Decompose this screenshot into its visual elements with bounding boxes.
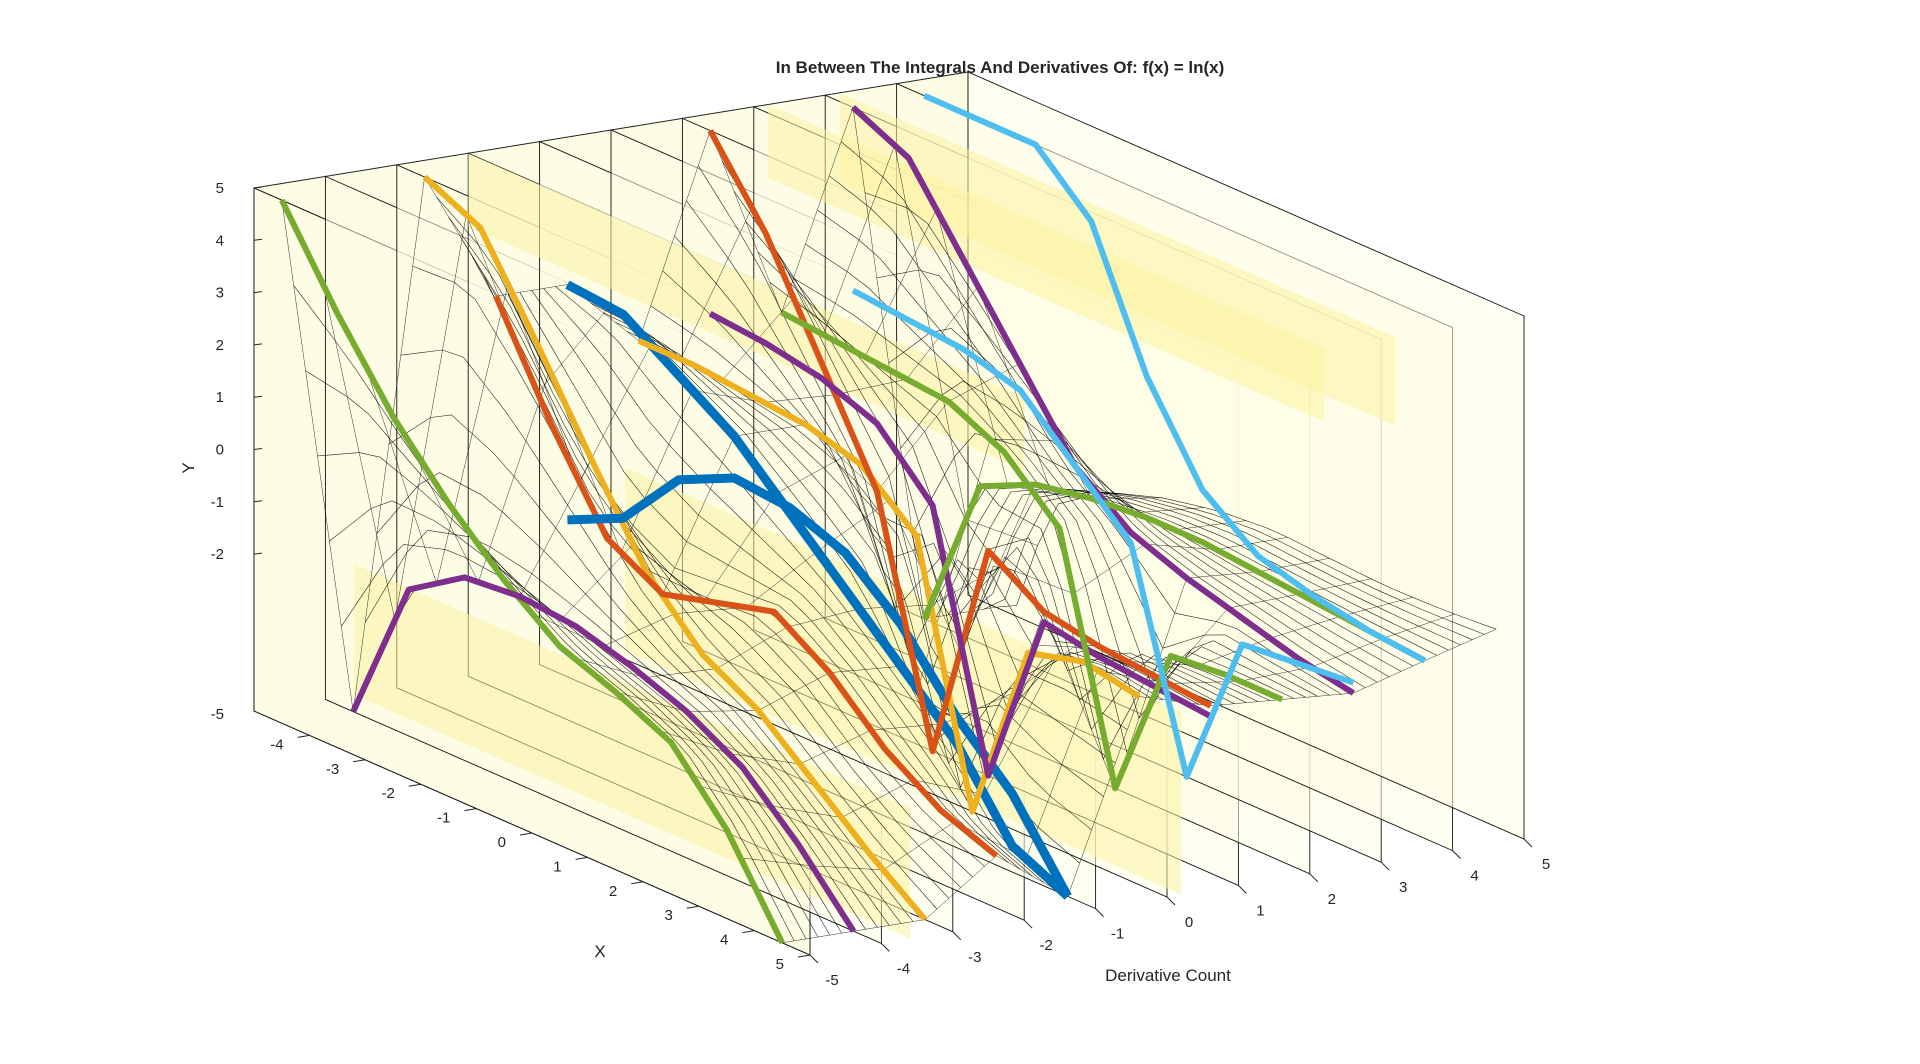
y-tick-mark — [253, 395, 263, 398]
d-tick-mark — [1452, 850, 1461, 859]
y-tick-mark — [253, 343, 263, 346]
y-tick-label: -1 — [211, 494, 224, 511]
curve-green — [279, 198, 785, 945]
derivative-axis-label: Derivative Count — [1105, 966, 1231, 985]
y-tick-mark — [253, 552, 263, 555]
y-tick-mark — [253, 500, 263, 503]
y-tick-label: 3 — [216, 285, 224, 302]
curve-lightblue — [923, 93, 1427, 664]
x-tick-mark — [408, 783, 421, 787]
curve-purple — [708, 311, 1213, 779]
curve-red — [493, 295, 999, 859]
d-tick-label: -3 — [968, 949, 981, 966]
d-tick-mark — [1523, 838, 1533, 848]
d-tick-label: 5 — [1542, 856, 1550, 873]
x-tick-label: -4 — [270, 736, 283, 753]
y-tick-mark — [253, 238, 263, 241]
integer-order-curves — [279, 93, 1427, 945]
d-tick-mark — [809, 954, 819, 964]
x-tick-label: 5 — [776, 956, 784, 973]
curve-orange — [422, 174, 928, 922]
d-tick-label: 4 — [1470, 868, 1478, 885]
x-tick-mark — [797, 954, 811, 958]
x-tick-mark — [297, 734, 310, 738]
highlight-strip — [354, 564, 910, 939]
d-tick-mark — [881, 943, 890, 952]
curve-orange — [637, 338, 1141, 815]
x-tick-label: 0 — [498, 834, 506, 851]
highlight-strip — [625, 467, 1182, 895]
d-tick-label: 0 — [1185, 914, 1193, 931]
d-tick-mark — [1309, 873, 1319, 883]
y-tick-mark — [253, 186, 263, 189]
highlight-strip — [839, 92, 1396, 426]
curve-green — [780, 309, 1284, 792]
y-tick-label: 2 — [216, 337, 224, 354]
chart-title: In Between The Integrals And Derivatives… — [776, 58, 1225, 77]
x-tick-mark — [464, 808, 477, 812]
d-tick-mark — [1023, 919, 1033, 929]
d-tick-label: 3 — [1399, 879, 1407, 896]
x-tick-label: 4 — [720, 932, 728, 949]
d-tick-mark — [952, 931, 962, 941]
d-tick-label: -5 — [825, 972, 838, 989]
curve-purple — [350, 574, 857, 933]
highlight-strip — [468, 153, 1025, 471]
y-tick-label: 0 — [216, 442, 224, 459]
d-tick-mark — [1166, 896, 1176, 906]
x-tick-label: -2 — [381, 785, 394, 802]
y-tick-label: -5 — [211, 706, 224, 723]
x-tick-mark — [631, 881, 644, 885]
x-tick-mark — [742, 930, 755, 934]
curve-lightblue — [851, 287, 1355, 780]
x-tick-mark — [575, 856, 588, 860]
d-tick-label: -4 — [897, 960, 910, 977]
y-tick-label: -2 — [211, 546, 224, 563]
d-tick-mark — [1095, 908, 1104, 917]
x-tick-label: -1 — [437, 810, 450, 827]
x-axis-label: X — [594, 942, 605, 961]
y-tick-label: 1 — [216, 389, 224, 406]
d-tick-mark — [1238, 885, 1247, 894]
y-tick-mark — [253, 448, 263, 450]
x-tick-label: 3 — [664, 907, 672, 924]
x-tick-mark — [519, 832, 533, 836]
axes: -2 -1 0 1 2 3 4 5 -5 -4 -3 -2 -1 0 1 2 3 4 5 -5 -4 -3 -2 -1 0 1 2 3… — [211, 180, 1551, 989]
x-tick-mark — [353, 759, 366, 763]
x-tick-label: 2 — [609, 883, 617, 900]
y-tick-label: 5 — [216, 180, 224, 197]
x-tick-label: -3 — [326, 761, 339, 778]
d-tick-label: -2 — [1040, 937, 1053, 954]
d-tick-mark — [1380, 861, 1390, 871]
y-tick-label: 4 — [216, 232, 224, 249]
x-tick-mark — [686, 905, 699, 909]
y-tick-mark — [253, 291, 263, 294]
d-tick-label: -1 — [1111, 926, 1124, 943]
d-tick-label: 2 — [1328, 891, 1336, 908]
y-axis-label: Y — [179, 462, 198, 473]
d-tick-label: 1 — [1256, 902, 1264, 919]
x-tick-label: 1 — [553, 858, 561, 875]
